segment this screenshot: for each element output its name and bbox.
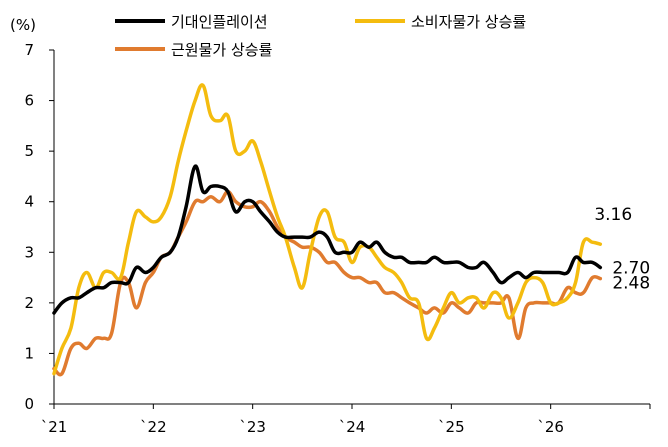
- series-line-3: [52, 189, 603, 377]
- x-tick-label: `22: [140, 418, 167, 436]
- end-label-2: 3.16: [594, 205, 632, 225]
- x-tick-label: `26: [537, 418, 564, 436]
- y-tick-label: 1: [24, 344, 34, 362]
- legend-label-3: 근원물가 상승률: [171, 41, 273, 59]
- x-axis: `21 `22 `23 `24 `25 `26: [41, 403, 651, 436]
- y-unit-label: (%): [10, 16, 36, 34]
- end-label-3: 2.48: [612, 274, 650, 294]
- y-tick-label: 7: [24, 41, 34, 59]
- y-tick-label: 0: [24, 395, 34, 413]
- x-tick-label: `23: [239, 418, 266, 436]
- legend-label-2: 소비자물가 상승률: [411, 13, 526, 31]
- y-tick-label: 3: [24, 243, 34, 261]
- end-labels: 2.70 3.16 2.48: [594, 205, 650, 293]
- legend-label-1: 기대인플레이션: [171, 13, 268, 31]
- y-tick-label: 4: [24, 193, 34, 211]
- x-tick-label: `21: [41, 418, 68, 436]
- y-tick-label: 2: [24, 294, 34, 312]
- y-tick-label: 6: [24, 92, 34, 110]
- series-line-2: [52, 83, 603, 376]
- x-tick-label: `24: [339, 418, 366, 436]
- end-label-1: 2.70: [612, 258, 650, 278]
- y-axis: 0 1 2 3 4 5 6 7: [24, 41, 55, 413]
- y-tick-label: 5: [24, 142, 34, 160]
- series-line-1: [52, 164, 603, 315]
- series-lines: [52, 83, 603, 377]
- x-tick-label: `25: [438, 418, 465, 436]
